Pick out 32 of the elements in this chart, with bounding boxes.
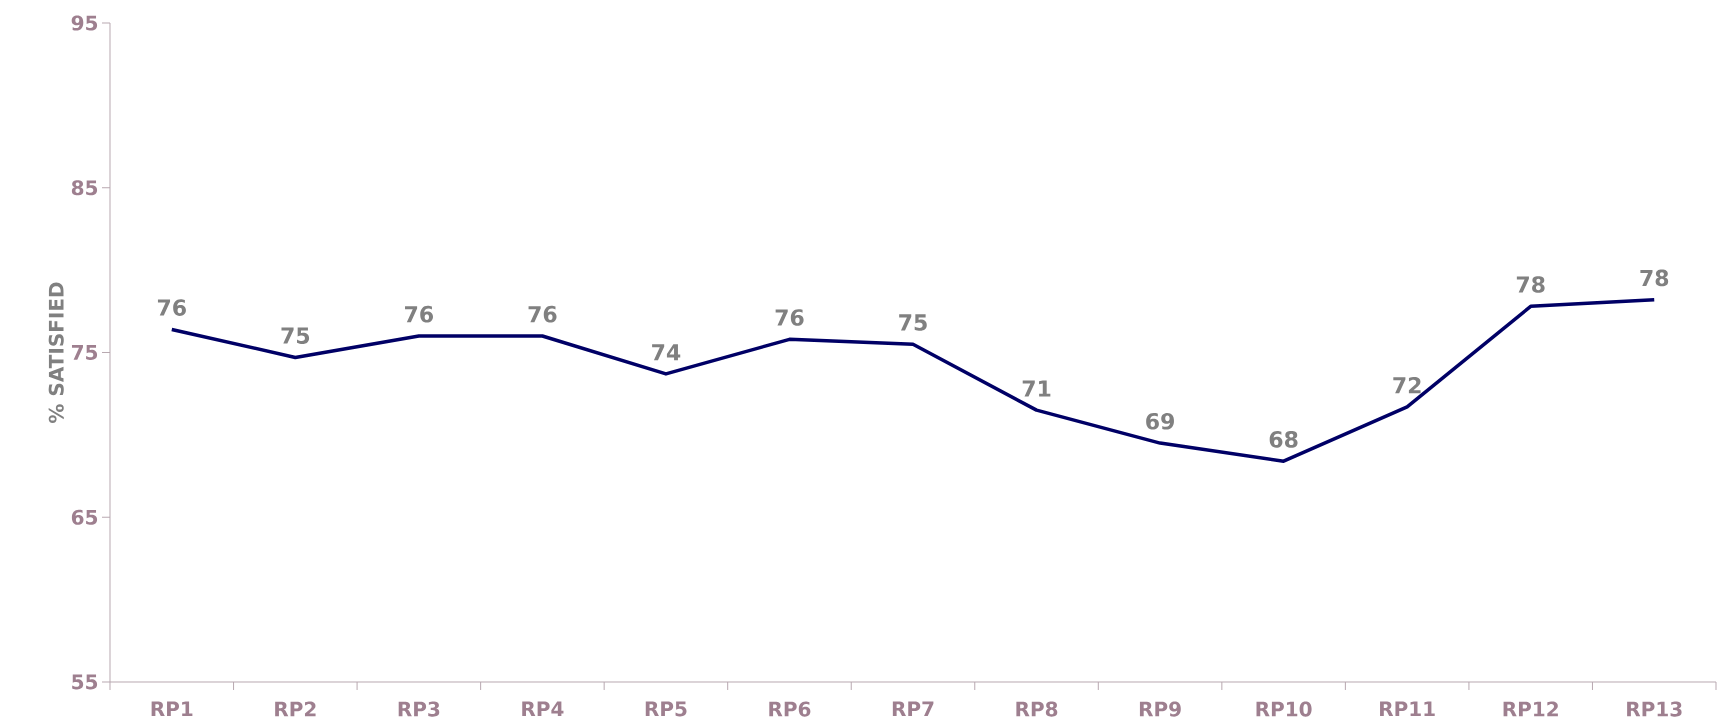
x-tick-label: RP11 <box>1380 701 1435 717</box>
x-tick-label: RP9 <box>1139 701 1181 717</box>
x-tick-label: RP2 <box>275 701 316 717</box>
data-label: 71 <box>1022 380 1051 397</box>
data-label: 68 <box>1269 431 1298 448</box>
y-tick-label: 75 <box>71 345 98 360</box>
x-tick-label: RP12 <box>1503 701 1558 717</box>
data-label: 76 <box>775 309 804 326</box>
x-tick-label: RP6 <box>769 701 811 717</box>
x-tick-label: RP13 <box>1627 701 1682 717</box>
y-axis-title: % SATISFIED <box>48 282 64 423</box>
data-label: 72 <box>1393 377 1421 394</box>
y-tick-label: 95 <box>71 15 98 31</box>
data-label: 75 <box>899 314 927 331</box>
data-label: 76 <box>405 305 433 323</box>
x-tick-label: RP10 <box>1256 701 1312 717</box>
y-tick-label: 65 <box>71 509 98 525</box>
x-tick-label: RP7 <box>892 701 934 717</box>
x-tick-label: RP5 <box>645 701 687 717</box>
data-label: 75 <box>281 327 310 344</box>
y-tick-label: 55 <box>72 674 98 690</box>
x-tick-label: RP1 <box>151 701 193 717</box>
data-label: 74 <box>652 344 681 361</box>
data-label: 69 <box>1146 412 1174 430</box>
x-tick-label: RP3 <box>398 701 440 717</box>
data-label: 78 <box>1640 269 1669 287</box>
x-tick-label: RP4 <box>522 701 564 717</box>
x-tick-label: RP8 <box>1016 701 1058 717</box>
data-label: 76 <box>528 305 557 323</box>
y-tick-label: 85 <box>71 180 98 196</box>
data-label: 76 <box>157 299 186 316</box>
data-label: 78 <box>1516 276 1545 293</box>
